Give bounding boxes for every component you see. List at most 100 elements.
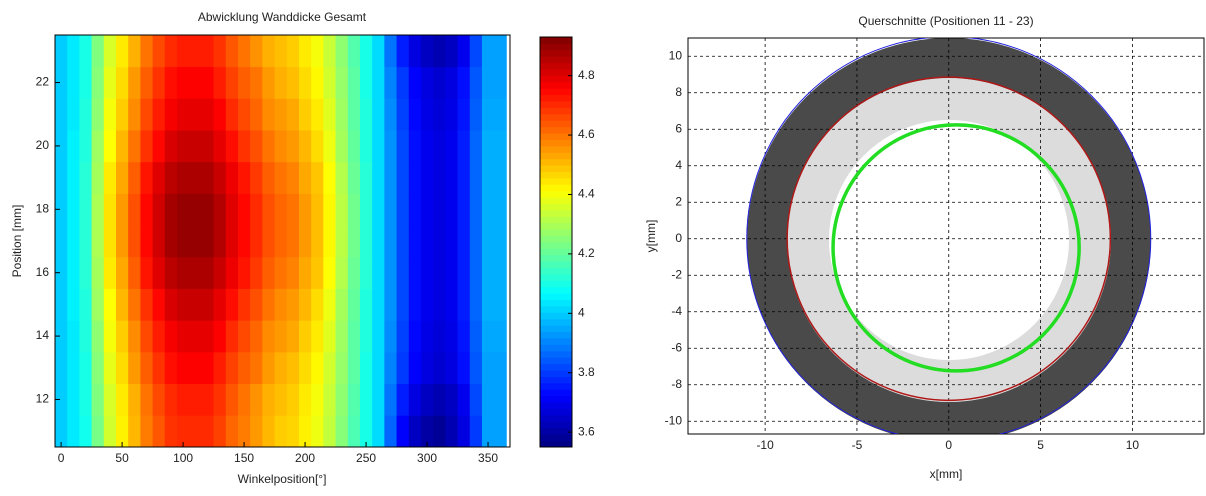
heat-cell: [359, 225, 373, 258]
heat-cell: [213, 193, 227, 226]
heat-cell: [323, 288, 336, 321]
colorbar-label: 4.4: [578, 187, 595, 201]
heat-cell: [347, 130, 361, 163]
heat-cell: [91, 383, 105, 416]
heat-cell: [115, 98, 129, 131]
heat-cell: [128, 320, 141, 353]
heat-cell: [91, 193, 105, 226]
heat-cell: [335, 98, 349, 131]
heat-cell: [359, 256, 373, 289]
heat-cell: [286, 161, 300, 194]
heat-cell: [115, 193, 129, 226]
heat-cell: [237, 288, 251, 321]
heat-cell: [457, 98, 471, 131]
heat-cell: [481, 193, 507, 226]
colorbar-step: [540, 107, 572, 115]
heat-cell: [286, 415, 300, 448]
heat-cell: [311, 35, 324, 68]
heat-cell: [298, 288, 312, 321]
colorbar-step: [540, 81, 572, 89]
y-tick-label: 16: [36, 265, 50, 279]
heat-cell: [250, 225, 263, 258]
heat-cell: [457, 351, 471, 385]
heat-cell: [79, 35, 92, 68]
colorbar-step: [540, 312, 572, 320]
heat-cell: [457, 130, 471, 163]
heat-cell: [347, 351, 361, 385]
heat-cell: [176, 35, 190, 68]
heat-cell: [225, 256, 239, 289]
y-tick-label: 4: [675, 158, 682, 172]
heat-cell: [128, 415, 141, 448]
heat-cell: [79, 66, 92, 99]
heat-cell: [103, 383, 117, 416]
heat-cell: [469, 415, 483, 448]
heat-cell: [420, 98, 434, 131]
heat-cell: [176, 130, 190, 163]
heat-cell: [213, 66, 227, 99]
heat-cell: [140, 98, 153, 131]
heat-cell: [420, 130, 434, 163]
heat-cell: [67, 351, 80, 385]
heat-cell: [408, 351, 422, 385]
heat-cell: [420, 383, 434, 416]
colorbar-step: [540, 248, 572, 256]
heat-cell: [152, 415, 166, 448]
x-tick-label: 250: [356, 451, 376, 465]
colorbar-label: 4.6: [578, 127, 595, 141]
heat-cell: [91, 225, 105, 258]
heat-cell: [152, 193, 166, 226]
heat-cell: [323, 225, 336, 258]
heat-cell: [262, 320, 275, 353]
heat-cell: [469, 35, 483, 68]
heat-cell: [152, 225, 166, 258]
x-tick-label: 150: [234, 451, 254, 465]
heat-cell: [384, 383, 397, 416]
heat-cell: [140, 35, 153, 68]
heat-cell: [457, 320, 471, 353]
heat-cell: [189, 35, 202, 68]
heat-cell: [359, 98, 373, 131]
heat-cell: [481, 320, 507, 353]
heat-cell: [140, 383, 153, 416]
heat-cell: [115, 256, 129, 289]
heat-cell: [115, 161, 129, 194]
heat-cell: [408, 193, 422, 226]
heat-cell: [433, 225, 446, 258]
colorbar-step: [540, 389, 572, 397]
heat-cell: [250, 256, 263, 289]
heat-cell: [250, 415, 263, 448]
heat-cell: [55, 98, 68, 131]
heat-cell: [384, 193, 397, 226]
heat-cell: [115, 415, 129, 448]
heat-cell: [311, 288, 324, 321]
heat-cell: [311, 415, 324, 448]
heat-cell: [347, 161, 361, 194]
heat-cell: [372, 98, 385, 131]
heat-cell: [225, 320, 239, 353]
heat-cell: [103, 351, 117, 385]
heat-cell: [408, 35, 422, 68]
heat-cell: [91, 161, 105, 194]
heat-cell: [176, 225, 190, 258]
heat-cell: [189, 256, 202, 289]
heat-cell: [298, 130, 312, 163]
heat-cell: [396, 193, 410, 226]
heat-cell: [396, 320, 410, 353]
heat-cell: [359, 130, 373, 163]
heat-cell: [128, 66, 141, 99]
heat-cell: [372, 288, 385, 321]
heat-cell: [408, 161, 422, 194]
heat-cell: [433, 130, 446, 163]
heat-cell: [433, 320, 446, 353]
heat-cell: [128, 383, 141, 416]
colorbar-step: [540, 286, 572, 294]
heat-cell: [250, 288, 263, 321]
heat-cell: [250, 130, 263, 163]
heat-cell: [335, 415, 349, 448]
heat-cell: [469, 256, 483, 289]
colorbar-step: [540, 158, 572, 166]
heat-cell: [274, 351, 288, 385]
heat-cell: [481, 66, 507, 99]
heat-cell: [323, 130, 336, 163]
